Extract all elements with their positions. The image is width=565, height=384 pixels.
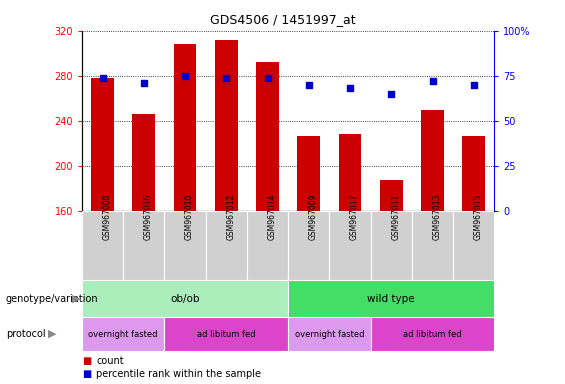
Text: GSM967016: GSM967016	[144, 194, 153, 240]
Bar	[288, 211, 329, 280]
Bar	[371, 317, 494, 351]
Bar	[247, 211, 288, 280]
Text: ad libitum fed: ad libitum fed	[197, 329, 255, 339]
Bar	[380, 180, 403, 211]
Text: GSM967013: GSM967013	[433, 194, 441, 240]
Bar	[256, 62, 279, 211]
Bar	[462, 136, 485, 211]
Bar	[82, 211, 123, 280]
Bar	[82, 280, 288, 317]
Point	[181, 73, 190, 79]
Bar	[173, 44, 197, 211]
Point	[387, 91, 396, 97]
Point	[470, 82, 479, 88]
Point	[98, 74, 107, 81]
Text: overnight fasted: overnight fasted	[88, 329, 158, 339]
Bar	[329, 211, 371, 280]
Bar	[164, 211, 206, 280]
Text: genotype/variation: genotype/variation	[6, 293, 98, 304]
Text: ▶: ▶	[72, 293, 81, 304]
Bar	[297, 136, 320, 211]
Bar	[206, 211, 247, 280]
Point	[139, 80, 148, 86]
Bar	[288, 280, 494, 317]
Bar	[91, 78, 114, 211]
Text: protocol: protocol	[6, 329, 45, 339]
Bar	[371, 211, 412, 280]
Point	[428, 78, 437, 84]
Bar	[215, 40, 238, 211]
Text: count: count	[96, 356, 124, 366]
Bar	[338, 134, 362, 211]
Text: GSM967017: GSM967017	[350, 194, 359, 240]
Bar	[164, 317, 288, 351]
Text: GSM967015: GSM967015	[474, 194, 483, 240]
Text: GSM967008: GSM967008	[103, 194, 111, 240]
Bar	[123, 211, 164, 280]
Point	[263, 74, 272, 81]
Text: GSM967014: GSM967014	[268, 194, 276, 240]
Bar	[82, 317, 164, 351]
Point	[305, 82, 314, 88]
Bar	[421, 110, 444, 211]
Point	[346, 85, 355, 91]
Text: ■: ■	[82, 369, 91, 379]
Text: percentile rank within the sample: percentile rank within the sample	[96, 369, 261, 379]
Bar	[132, 114, 155, 211]
Text: GSM967012: GSM967012	[226, 194, 235, 240]
Bar	[453, 211, 494, 280]
Text: overnight fasted: overnight fasted	[294, 329, 364, 339]
Text: GSM967011: GSM967011	[392, 194, 400, 240]
Text: ob/ob: ob/ob	[170, 293, 200, 304]
Text: ■: ■	[82, 356, 91, 366]
Text: GSM967010: GSM967010	[185, 194, 194, 240]
Text: wild type: wild type	[367, 293, 415, 304]
Text: ad libitum fed: ad libitum fed	[403, 329, 462, 339]
Text: GDS4506 / 1451997_at: GDS4506 / 1451997_at	[210, 13, 355, 26]
Point	[221, 74, 231, 81]
Bar	[288, 317, 371, 351]
Bar	[412, 211, 453, 280]
Text: GSM967009: GSM967009	[309, 194, 318, 240]
Text: ▶: ▶	[48, 329, 57, 339]
